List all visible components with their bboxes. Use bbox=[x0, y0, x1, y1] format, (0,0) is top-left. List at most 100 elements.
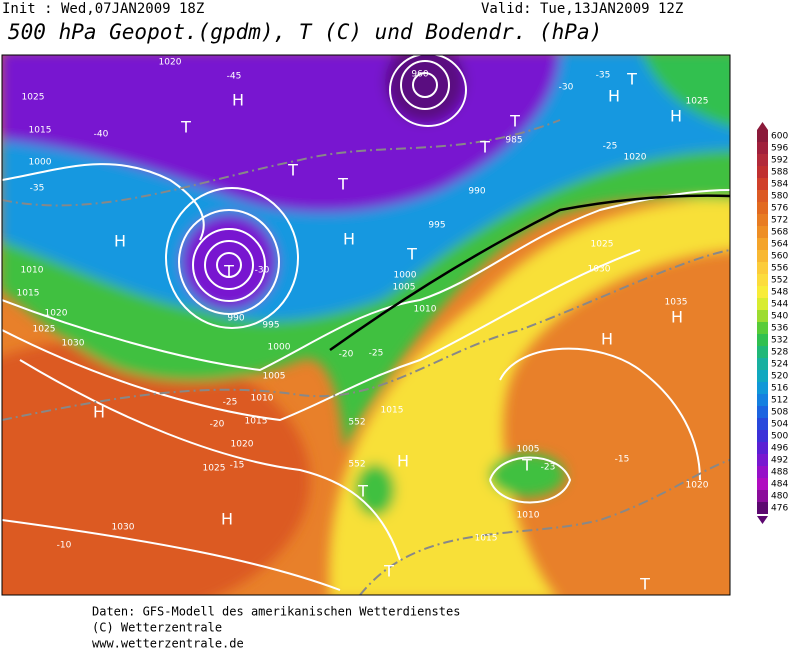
pressure-center: T bbox=[223, 262, 234, 281]
init-time: Init : Wed,07JAN2009 18Z bbox=[2, 1, 204, 17]
pressure-center: T bbox=[180, 118, 191, 137]
contour-label: 1010 bbox=[414, 305, 437, 315]
colorbar-swatch bbox=[757, 190, 768, 202]
colorbar-swatch bbox=[757, 346, 768, 358]
contour-label: 1000 bbox=[29, 158, 52, 168]
colorbar-label: 556 bbox=[771, 264, 788, 274]
contour-label: 552 bbox=[348, 418, 365, 428]
contour-label: -10 bbox=[57, 541, 72, 551]
footer-line: (C) Wetterzentrale bbox=[92, 621, 222, 635]
pressure-center: T bbox=[479, 138, 490, 157]
contour-label: -35 bbox=[30, 184, 45, 194]
contour-label: 1030 bbox=[588, 265, 611, 275]
contour-label: -25 bbox=[223, 398, 238, 408]
colorbar-swatch bbox=[757, 382, 768, 394]
contour-label: 1010 bbox=[517, 511, 540, 521]
colorbar-label: 508 bbox=[771, 408, 788, 418]
contour-label: 1015 bbox=[381, 406, 404, 416]
colorbar-swatch bbox=[757, 226, 768, 238]
colorbar-swatch bbox=[757, 442, 768, 454]
contour-label: 1015 bbox=[29, 126, 52, 136]
colorbar-swatch bbox=[757, 406, 768, 418]
colorbar-label: 588 bbox=[771, 168, 788, 178]
contour-label: -15 bbox=[230, 461, 245, 471]
contour-label: 960 bbox=[411, 70, 428, 80]
colorbar-swatch bbox=[757, 370, 768, 382]
colorbar-label: 544 bbox=[771, 300, 788, 310]
colorbar-label: 528 bbox=[771, 348, 788, 358]
contour-label: 1000 bbox=[268, 343, 291, 353]
pressure-center: H bbox=[671, 308, 683, 327]
pressure-center: H bbox=[93, 403, 105, 422]
colorbar-swatch bbox=[757, 166, 768, 178]
colorbar-label: 492 bbox=[771, 456, 788, 466]
colorbar-label: 524 bbox=[771, 360, 788, 370]
colorbar-label: 572 bbox=[771, 216, 788, 226]
contour-label: -15 bbox=[615, 455, 630, 465]
contour-label: -30 bbox=[255, 266, 270, 276]
contour-label: -35 bbox=[596, 71, 611, 81]
contour-label: 1000 bbox=[394, 271, 417, 281]
colorbar-label: 532 bbox=[771, 336, 788, 346]
colorbar-label: 552 bbox=[771, 276, 788, 286]
valid-time: Valid: Tue,13JAN2009 12Z bbox=[481, 1, 683, 17]
contour-label: -30 bbox=[559, 83, 574, 93]
footer-line: Daten: GFS-Modell des amerikanischen Wet… bbox=[92, 605, 460, 619]
contour-label: 1025 bbox=[203, 464, 226, 474]
colorbar-label: 580 bbox=[771, 192, 788, 202]
colorbar-swatch bbox=[757, 202, 768, 214]
colorbar-label: 600 bbox=[771, 132, 788, 142]
map-frame bbox=[1, 54, 731, 596]
pressure-center: T bbox=[287, 161, 298, 180]
contour-label: 990 bbox=[468, 187, 485, 197]
colorbar-swatch bbox=[757, 214, 768, 226]
colorbar-swatch bbox=[757, 490, 768, 502]
pressure-center: H bbox=[397, 452, 409, 471]
contour-label: 1025 bbox=[591, 240, 614, 250]
colorbar-label: 484 bbox=[771, 480, 788, 490]
pressure-center: T bbox=[509, 112, 520, 131]
contour-label: 552 bbox=[348, 460, 365, 470]
colorbar-swatch bbox=[757, 262, 768, 274]
contour-label: -40 bbox=[94, 130, 109, 140]
colorbar-label: 568 bbox=[771, 228, 788, 238]
contour-label: 1005 bbox=[263, 372, 286, 382]
pressure-center: T bbox=[521, 456, 532, 475]
contour-label: 1030 bbox=[62, 339, 85, 349]
colorbar-label: 584 bbox=[771, 180, 788, 190]
colorbar-label: 516 bbox=[771, 384, 788, 394]
contour-label: 995 bbox=[428, 221, 445, 231]
colorbar-swatch bbox=[757, 454, 768, 466]
colorbar-swatch bbox=[757, 250, 768, 262]
colorbar-swatch bbox=[757, 334, 768, 346]
contour-label: 1020 bbox=[624, 153, 647, 163]
colorbar-label: 540 bbox=[771, 312, 788, 322]
colorbar-label: 560 bbox=[771, 252, 788, 262]
colorbar-label: 576 bbox=[771, 204, 788, 214]
contour-label: -20 bbox=[339, 350, 354, 360]
colorbar-swatch bbox=[757, 502, 768, 514]
contour-label: 1015 bbox=[475, 534, 498, 544]
colorbar-top-arrow bbox=[757, 122, 768, 130]
pressure-center: H bbox=[343, 230, 355, 249]
colorbar-swatch bbox=[757, 310, 768, 322]
pressure-center: T bbox=[626, 70, 637, 89]
contour-label: -23 bbox=[541, 463, 556, 473]
colorbar-label: 536 bbox=[771, 324, 788, 334]
contour-label: 1020 bbox=[231, 440, 254, 450]
colorbar-label: 592 bbox=[771, 156, 788, 166]
contour-label: -25 bbox=[603, 142, 618, 152]
colorbar-label: 564 bbox=[771, 240, 788, 250]
contour-label: -45 bbox=[227, 72, 242, 82]
pressure-center: H bbox=[221, 510, 233, 529]
contour-label: 1025 bbox=[33, 325, 56, 335]
pressure-center: H bbox=[608, 87, 620, 106]
contour-label: 990 bbox=[227, 314, 244, 324]
pressure-center: T bbox=[383, 562, 394, 581]
pressure-center: H bbox=[601, 330, 613, 349]
colorbar-swatch bbox=[757, 274, 768, 286]
pressure-center: H bbox=[670, 107, 682, 126]
colorbar-label: 548 bbox=[771, 288, 788, 298]
